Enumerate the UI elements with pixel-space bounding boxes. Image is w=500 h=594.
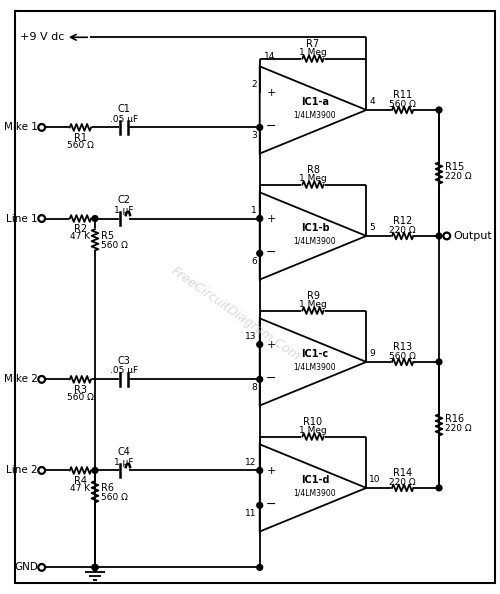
Text: IC1-a: IC1-a	[301, 97, 329, 107]
Text: 12: 12	[246, 457, 257, 467]
Circle shape	[436, 359, 442, 365]
Text: 1 μF: 1 μF	[114, 457, 134, 467]
Text: 560 Ω: 560 Ω	[389, 100, 416, 109]
Text: −: −	[266, 372, 276, 385]
Circle shape	[257, 377, 262, 383]
Text: +9 V dc: +9 V dc	[20, 32, 64, 42]
Text: 560 Ω: 560 Ω	[101, 241, 128, 250]
Text: C1: C1	[118, 104, 130, 114]
Circle shape	[257, 251, 262, 256]
Text: 9: 9	[369, 349, 375, 358]
Text: IC1-c: IC1-c	[302, 349, 328, 359]
Text: R10: R10	[304, 417, 322, 427]
Text: 220 Ω: 220 Ω	[390, 478, 416, 487]
Text: 1 Meg: 1 Meg	[299, 299, 327, 309]
Text: +: +	[266, 340, 276, 350]
Text: R5: R5	[101, 231, 114, 241]
Text: 4: 4	[369, 97, 375, 106]
Text: .05 μF: .05 μF	[110, 366, 138, 375]
Text: R15: R15	[445, 162, 464, 172]
Text: 47 K: 47 K	[70, 484, 90, 493]
Text: IC1-b: IC1-b	[300, 223, 330, 233]
Circle shape	[257, 564, 262, 570]
Text: 14: 14	[264, 52, 275, 61]
Text: R16: R16	[445, 414, 464, 424]
Text: Line 2: Line 2	[6, 466, 38, 475]
Circle shape	[436, 107, 442, 113]
Circle shape	[436, 233, 442, 239]
Text: R11: R11	[393, 90, 412, 100]
Text: 8: 8	[251, 383, 257, 392]
Text: Mike 2: Mike 2	[4, 374, 38, 384]
Text: 1/4LM3900: 1/4LM3900	[294, 362, 337, 371]
Circle shape	[257, 467, 262, 473]
Text: 560 Ω: 560 Ω	[67, 393, 94, 402]
Text: R14: R14	[393, 468, 412, 478]
Text: 2: 2	[251, 80, 257, 89]
Text: 560 Ω: 560 Ω	[389, 352, 416, 361]
Text: −: −	[266, 498, 276, 511]
Text: 1/4LM3900: 1/4LM3900	[294, 488, 337, 497]
Text: C3: C3	[118, 356, 130, 366]
Text: 560 Ω: 560 Ω	[101, 493, 128, 502]
Text: R6: R6	[101, 483, 114, 493]
Circle shape	[257, 216, 262, 222]
Text: 1/4LM3900: 1/4LM3900	[294, 236, 337, 245]
Text: +: +	[266, 466, 276, 476]
Text: Output: Output	[454, 231, 492, 241]
Text: IC1-d: IC1-d	[300, 475, 329, 485]
Text: 1: 1	[251, 206, 257, 214]
Text: 1 Meg: 1 Meg	[299, 48, 327, 56]
Text: Mike 1: Mike 1	[4, 122, 38, 132]
Text: .05 μF: .05 μF	[110, 115, 138, 124]
Text: R8: R8	[306, 165, 320, 175]
Circle shape	[92, 216, 98, 222]
Text: 10: 10	[369, 475, 380, 484]
Text: +: +	[266, 214, 276, 225]
Text: −: −	[266, 246, 276, 259]
Circle shape	[92, 564, 98, 570]
Text: +: +	[266, 89, 276, 99]
Circle shape	[257, 342, 262, 347]
Text: Line 1: Line 1	[6, 213, 38, 223]
Circle shape	[92, 467, 98, 473]
Text: R13: R13	[393, 342, 412, 352]
Text: 220 Ω: 220 Ω	[445, 172, 471, 181]
Text: FreeCircuitDiagram.Com: FreeCircuitDiagram.Com	[168, 264, 302, 363]
Text: GND: GND	[14, 563, 38, 573]
Text: 13: 13	[246, 331, 257, 340]
Text: 1 Meg: 1 Meg	[299, 173, 327, 182]
Text: 5: 5	[369, 223, 375, 232]
Text: 560 Ω: 560 Ω	[67, 141, 94, 150]
Circle shape	[92, 564, 98, 570]
Text: R9: R9	[306, 291, 320, 301]
Text: 1 Meg: 1 Meg	[299, 426, 327, 435]
Text: C4: C4	[118, 447, 130, 457]
Text: R4: R4	[74, 476, 87, 486]
Text: R2: R2	[74, 225, 87, 234]
Circle shape	[92, 564, 98, 570]
Text: 3: 3	[251, 131, 257, 140]
Text: 11: 11	[246, 509, 257, 518]
Text: 47 K: 47 K	[70, 232, 90, 241]
Text: 1 μF: 1 μF	[114, 206, 134, 214]
Text: R1: R1	[74, 133, 87, 143]
Text: 6: 6	[251, 257, 257, 266]
Text: −: −	[266, 120, 276, 133]
Circle shape	[436, 485, 442, 491]
Text: R12: R12	[393, 216, 412, 226]
Text: 1/4LM3900: 1/4LM3900	[294, 110, 337, 119]
Circle shape	[257, 125, 262, 130]
Text: R3: R3	[74, 385, 87, 395]
Text: C2: C2	[118, 195, 130, 205]
Text: 220 Ω: 220 Ω	[445, 424, 471, 433]
Text: R7: R7	[306, 39, 320, 49]
Circle shape	[257, 503, 262, 508]
Text: 220 Ω: 220 Ω	[390, 226, 416, 235]
